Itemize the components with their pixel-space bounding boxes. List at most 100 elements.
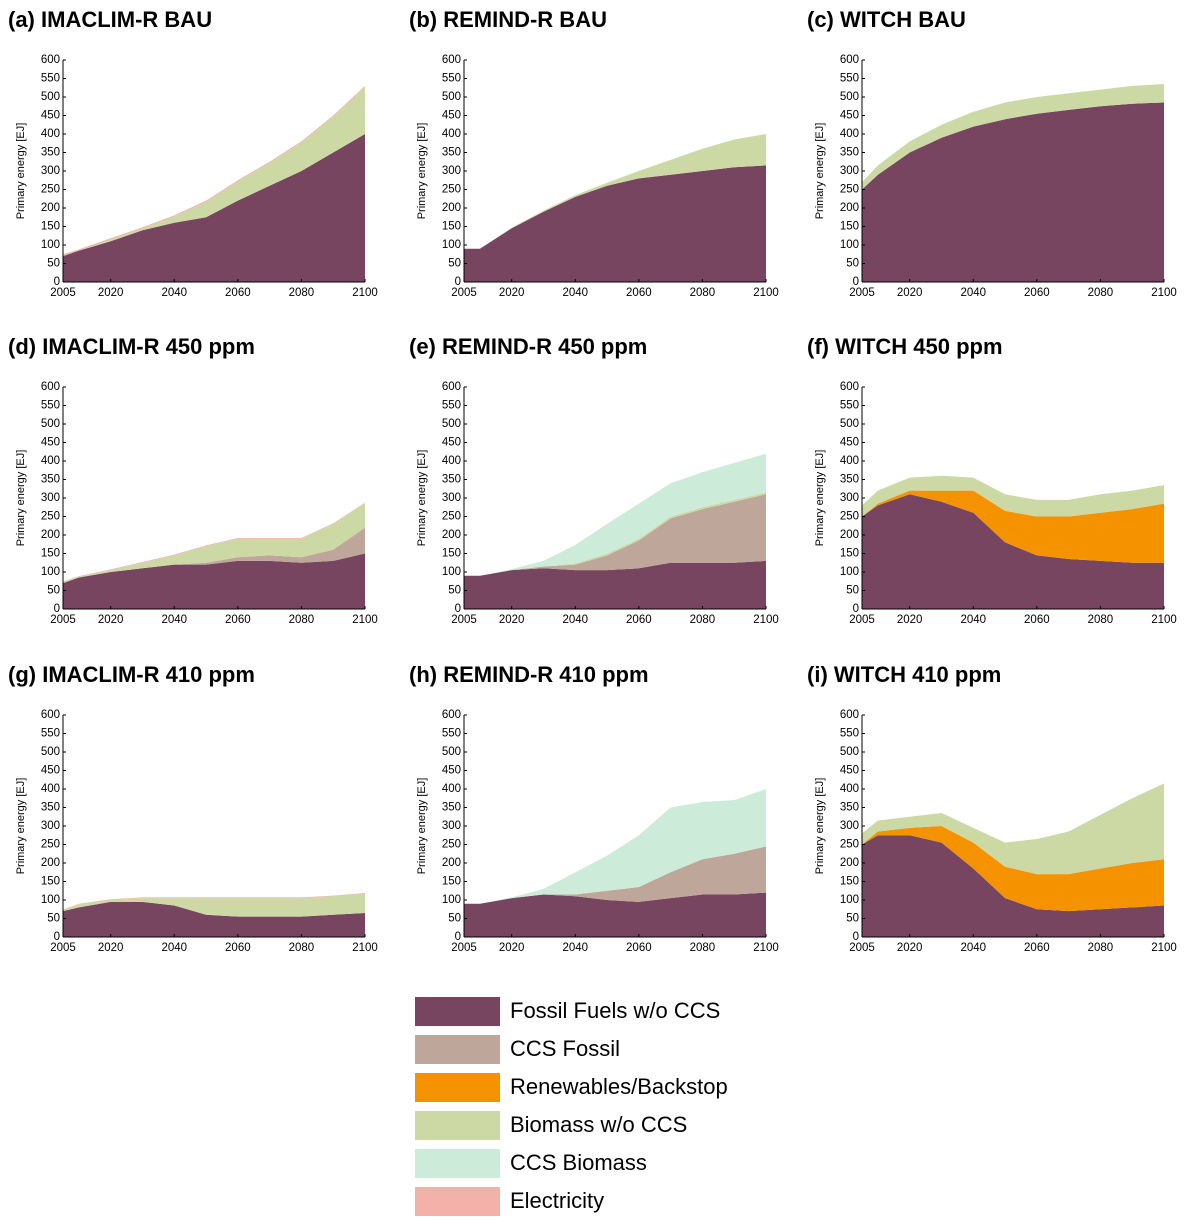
x-tick-label: 2005 — [50, 614, 76, 626]
x-tick-label: 2100 — [352, 614, 378, 626]
x-tick-label: 2040 — [161, 942, 187, 954]
x-tick-label: 2020 — [499, 614, 525, 626]
y-tick-label: 450 — [840, 765, 859, 777]
x-tick-label: 2005 — [849, 287, 875, 299]
area — [862, 494, 1164, 609]
y-tick-label: 600 — [41, 709, 60, 721]
panel-title: (f) WITCH 450 ppm — [807, 334, 1003, 359]
panel-title: (h) REMIND-R 410 ppm — [409, 662, 649, 687]
y-tick-label: 350 — [442, 147, 461, 159]
area — [464, 892, 766, 937]
x-tick-label: 2040 — [161, 287, 187, 299]
y-tick-label: 400 — [442, 128, 461, 140]
y-tick-label: 100 — [442, 239, 461, 251]
y-tick-label: 0 — [54, 931, 60, 943]
y-tick-label: 100 — [840, 239, 859, 251]
y-tick-label: 450 — [41, 765, 60, 777]
x-tick-label: 2100 — [352, 287, 378, 299]
y-tick-label: 550 — [41, 728, 60, 740]
y-tick-label: 500 — [840, 746, 859, 758]
y-tick-label: 400 — [442, 783, 461, 795]
y-axis-label: Primary energy [EJ] — [416, 123, 428, 220]
y-tick-label: 200 — [41, 529, 60, 541]
y-tick-label: 350 — [41, 147, 60, 159]
x-tick-label: 2060 — [225, 614, 251, 626]
y-tick-label: 350 — [41, 802, 60, 814]
y-tick-label: 300 — [442, 492, 461, 504]
y-tick-label: 300 — [442, 165, 461, 177]
y-axis-label: Primary energy [EJ] — [15, 778, 27, 875]
x-tick-label: 2040 — [960, 614, 986, 626]
legend-label: Electricity — [510, 1188, 604, 1213]
x-tick-label: 2080 — [690, 942, 716, 954]
y-tick-label: 200 — [840, 857, 859, 869]
y-tick-label: 0 — [455, 276, 461, 288]
y-tick-label: 500 — [840, 91, 859, 103]
panel-title: (d) IMACLIM-R 450 ppm — [8, 334, 255, 359]
area — [862, 835, 1164, 937]
y-tick-label: 550 — [442, 73, 461, 85]
y-tick-label: 550 — [442, 728, 461, 740]
y-tick-label: 50 — [47, 585, 60, 597]
y-tick-label: 250 — [442, 184, 461, 196]
x-tick-label: 2100 — [352, 942, 378, 954]
x-tick-label: 2080 — [1088, 942, 1114, 954]
area — [464, 492, 766, 576]
y-axis-label: Primary energy [EJ] — [814, 450, 826, 547]
y-tick-label: 250 — [840, 511, 859, 523]
y-tick-label: 350 — [442, 474, 461, 486]
y-tick-label: 300 — [41, 820, 60, 832]
x-tick-label: 2020 — [897, 614, 923, 626]
x-tick-label: 2020 — [897, 942, 923, 954]
y-tick-label: 200 — [840, 202, 859, 214]
area — [464, 560, 766, 609]
legend-swatch — [415, 1149, 500, 1178]
y-tick-label: 450 — [41, 437, 60, 449]
x-tick-label: 2020 — [499, 287, 525, 299]
x-tick-label: 2040 — [960, 942, 986, 954]
x-tick-label: 2060 — [225, 287, 251, 299]
y-tick-label: 500 — [41, 418, 60, 430]
y-tick-label: 150 — [442, 548, 461, 560]
y-tick-label: 0 — [455, 931, 461, 943]
y-tick-label: 600 — [442, 54, 461, 66]
x-tick-label: 2100 — [753, 614, 779, 626]
panel-title: (g) IMACLIM-R 410 ppm — [8, 662, 255, 687]
area — [63, 503, 365, 584]
x-tick-label: 2020 — [98, 614, 124, 626]
x-tick-label: 2080 — [1088, 614, 1114, 626]
x-tick-label: 2080 — [289, 614, 315, 626]
x-tick-label: 2100 — [753, 942, 779, 954]
y-tick-label: 600 — [41, 381, 60, 393]
x-tick-label: 2080 — [289, 942, 315, 954]
x-tick-label: 2060 — [626, 614, 652, 626]
y-tick-label: 600 — [442, 709, 461, 721]
x-tick-label: 2080 — [690, 287, 716, 299]
y-tick-label: 350 — [840, 147, 859, 159]
y-tick-label: 400 — [442, 455, 461, 467]
x-tick-label: 2100 — [1151, 942, 1177, 954]
x-tick-label: 2040 — [161, 614, 187, 626]
x-tick-label: 2040 — [562, 287, 588, 299]
y-tick-label: 300 — [41, 492, 60, 504]
area — [862, 102, 1164, 282]
area — [63, 901, 365, 937]
x-tick-label: 2060 — [626, 287, 652, 299]
y-tick-label: 250 — [41, 839, 60, 851]
y-tick-label: 400 — [840, 128, 859, 140]
y-tick-label: 150 — [840, 876, 859, 888]
panel-title: (b) REMIND-R BAU — [409, 7, 607, 32]
y-tick-label: 450 — [442, 437, 461, 449]
y-tick-label: 500 — [41, 746, 60, 758]
panel-title: (e) REMIND-R 450 ppm — [409, 334, 647, 359]
y-tick-label: 200 — [41, 202, 60, 214]
area — [464, 494, 766, 576]
y-tick-label: 0 — [54, 276, 60, 288]
y-tick-label: 100 — [41, 566, 60, 578]
y-tick-label: 400 — [840, 455, 859, 467]
panel-title: (c) WITCH BAU — [807, 7, 966, 32]
y-tick-label: 400 — [41, 128, 60, 140]
y-axis-label: Primary energy [EJ] — [814, 778, 826, 875]
x-tick-label: 2060 — [626, 942, 652, 954]
